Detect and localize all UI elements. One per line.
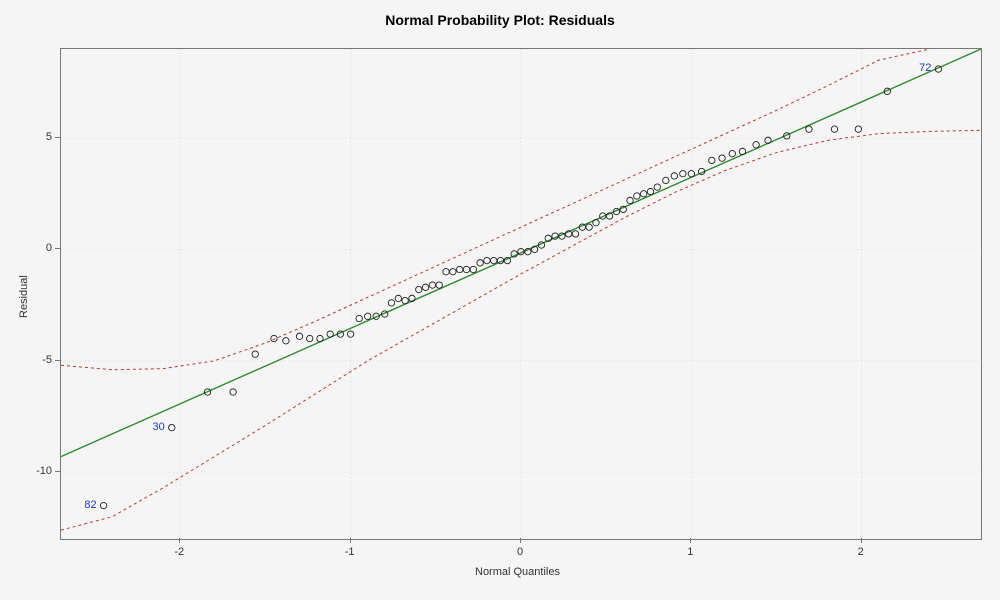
- data-point: [429, 282, 435, 288]
- x-tick-mark: [520, 538, 521, 543]
- x-tick-mark: [350, 538, 351, 543]
- y-tick-mark: [55, 137, 60, 138]
- data-point: [364, 313, 370, 319]
- plot-svg: [61, 49, 981, 539]
- data-point: [307, 335, 313, 341]
- data-point: [627, 197, 633, 203]
- data-point: [855, 126, 861, 132]
- data-point: [647, 188, 653, 194]
- x-tick-mark: [861, 538, 862, 543]
- data-point: [593, 220, 599, 226]
- data-point: [484, 257, 490, 263]
- y-tick-label: -5: [32, 354, 52, 366]
- data-point: [402, 297, 408, 303]
- data-point: [422, 284, 428, 290]
- x-tick-mark: [179, 538, 180, 543]
- data-point: [806, 126, 812, 132]
- data-point: [252, 351, 258, 357]
- data-point: [765, 137, 771, 143]
- data-point: [356, 315, 362, 321]
- outlier-label: 30: [152, 421, 164, 433]
- data-point: [753, 142, 759, 148]
- data-point: [347, 331, 353, 337]
- data-point: [463, 266, 469, 272]
- data-point: [395, 295, 401, 301]
- x-tick-label: -2: [174, 546, 184, 558]
- data-point: [470, 266, 476, 272]
- confidence-band-upper: [61, 49, 930, 370]
- data-point: [709, 157, 715, 163]
- data-point: [640, 191, 646, 197]
- x-tick-mark: [690, 538, 691, 543]
- data-point: [831, 126, 837, 132]
- data-point: [572, 231, 578, 237]
- data-point: [100, 502, 106, 508]
- data-point: [317, 335, 323, 341]
- x-tick-label: -1: [345, 546, 355, 558]
- chart-container: Normal Probability Plot: Residuals Norma…: [0, 0, 1000, 600]
- data-point: [586, 224, 592, 230]
- data-point: [416, 286, 422, 292]
- data-point: [719, 155, 725, 161]
- data-point: [450, 269, 456, 275]
- data-point: [169, 424, 175, 430]
- data-point: [296, 333, 302, 339]
- data-point: [491, 257, 497, 263]
- data-point: [634, 193, 640, 199]
- data-point: [456, 266, 462, 272]
- data-point: [283, 338, 289, 344]
- x-tick-label: 2: [858, 546, 864, 558]
- data-point: [327, 331, 333, 337]
- y-tick-label: 0: [32, 242, 52, 254]
- data-point: [388, 300, 394, 306]
- data-point: [436, 282, 442, 288]
- y-tick-mark: [55, 360, 60, 361]
- x-tick-label: 0: [517, 546, 523, 558]
- data-point: [271, 335, 277, 341]
- y-tick-mark: [55, 248, 60, 249]
- reference-line: [61, 49, 981, 457]
- y-tick-mark: [55, 471, 60, 472]
- chart-title: Normal Probability Plot: Residuals: [0, 12, 1000, 28]
- outlier-label: 82: [84, 499, 96, 511]
- data-point: [477, 260, 483, 266]
- data-point: [671, 173, 677, 179]
- data-point: [729, 150, 735, 156]
- x-tick-label: 1: [687, 546, 693, 558]
- outlier-label: 72: [919, 62, 931, 74]
- plot-area: [60, 48, 982, 540]
- y-axis-label: Residual: [18, 275, 30, 318]
- data-point: [230, 389, 236, 395]
- data-point: [663, 177, 669, 183]
- y-tick-label: 5: [32, 131, 52, 143]
- x-axis-label: Normal Quantiles: [475, 566, 560, 578]
- data-point: [443, 269, 449, 275]
- data-point: [654, 184, 660, 190]
- data-point: [680, 171, 686, 177]
- data-point: [739, 148, 745, 154]
- confidence-band-lower: [61, 130, 981, 530]
- y-tick-label: -10: [32, 465, 52, 477]
